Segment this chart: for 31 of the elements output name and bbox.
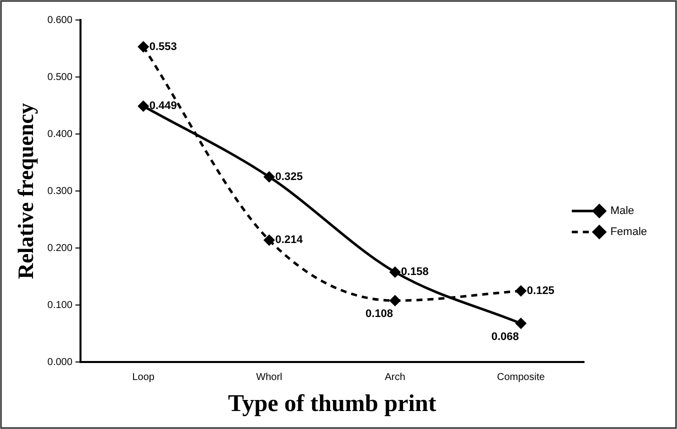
y-axis-title: Relative frequency xyxy=(12,103,38,280)
x-axis-title: Type of thumb print xyxy=(228,390,436,417)
legend-label: Female xyxy=(610,226,648,238)
point xyxy=(390,266,400,278)
data-label: 0.068 xyxy=(491,330,519,343)
data-label: 0.553 xyxy=(149,40,177,53)
point xyxy=(390,295,400,306)
y-tick-label: 0.400 xyxy=(47,128,73,140)
x-tick-label: Arch xyxy=(384,372,406,383)
data-label: 0.125 xyxy=(526,284,554,297)
x-tick-label: Composite xyxy=(496,372,546,383)
data-label: 0.158 xyxy=(401,266,429,278)
point xyxy=(138,42,149,52)
point xyxy=(516,286,526,296)
y-tick-label: 0.100 xyxy=(47,300,73,311)
data-label: 0.108 xyxy=(366,308,394,320)
point xyxy=(264,234,274,246)
point xyxy=(516,318,526,329)
data-label: 0.449 xyxy=(149,100,177,112)
y-tick-label: 0.200 xyxy=(47,242,73,254)
y-tick-label: 0.500 xyxy=(47,72,73,83)
legend-label: Male xyxy=(610,205,634,218)
y-tick-label: 0.300 xyxy=(47,186,73,197)
y-tick-label: 0.600 xyxy=(47,14,73,26)
point xyxy=(264,172,274,182)
x-tick-label: Loop xyxy=(132,372,155,383)
y-tick-label: 0.000 xyxy=(47,356,73,368)
data-label: 0.214 xyxy=(275,234,304,246)
point xyxy=(138,100,149,112)
x-tick-label: Whorl xyxy=(256,372,282,383)
data-label: 0.325 xyxy=(275,170,303,183)
